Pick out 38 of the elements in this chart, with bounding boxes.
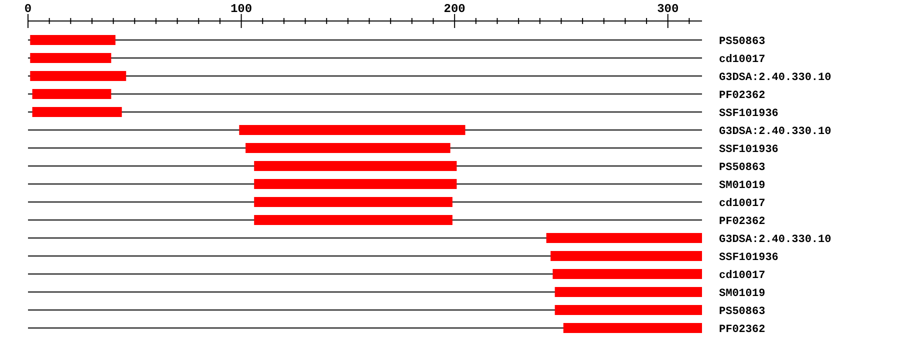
- bar: [554, 287, 702, 297]
- bar: [30, 53, 112, 63]
- y-tick-label: SSF101936: [719, 144, 778, 156]
- y-tick-label: SSF101936: [719, 252, 778, 264]
- y-tick-label: PS50863: [719, 36, 766, 48]
- y-tick-label: cd10017: [719, 198, 766, 210]
- bar: [30, 71, 126, 81]
- y-tick-label: cd10017: [719, 270, 766, 282]
- bar: [32, 89, 112, 99]
- x-tick-label: 200: [444, 2, 466, 16]
- y-tick-label: G3DSA:2.40.330.10: [719, 72, 832, 84]
- bar: [563, 323, 702, 333]
- bar: [546, 233, 702, 243]
- bar: [254, 179, 457, 189]
- x-tick-label: 0: [24, 2, 32, 16]
- y-tick-label: PS50863: [719, 306, 766, 318]
- bar: [32, 107, 122, 117]
- y-tick-label: SM01019: [719, 180, 766, 192]
- y-tick-label: SSF101936: [719, 108, 778, 120]
- bar: [550, 251, 702, 261]
- bar: [254, 197, 452, 207]
- y-tick-label: G3DSA:2.40.330.10: [719, 126, 832, 138]
- bar: [246, 143, 450, 153]
- x-tick-label: 100: [230, 2, 252, 16]
- y-tick-label: G3DSA:2.40.330.10: [719, 234, 832, 246]
- y-tick-label: PF02362: [719, 324, 766, 336]
- y-tick-label: PS50863: [719, 162, 766, 174]
- bar: [239, 125, 466, 135]
- bar: [552, 269, 702, 279]
- x-tick-label: 300: [657, 2, 679, 16]
- y-tick-label: PF02362: [719, 216, 766, 228]
- y-tick-label: SM01019: [719, 288, 766, 300]
- bar: [30, 35, 116, 45]
- y-tick-label: cd10017: [719, 54, 766, 66]
- bar: [254, 215, 452, 225]
- y-tick-label: PF02362: [719, 90, 766, 102]
- bar: [554, 305, 702, 315]
- bar: [254, 161, 457, 171]
